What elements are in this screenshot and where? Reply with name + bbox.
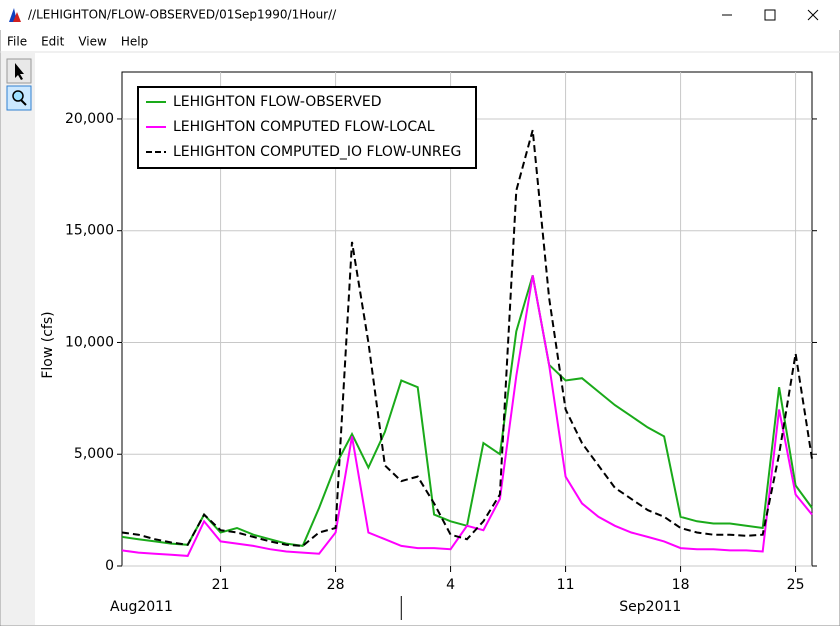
title-bar xyxy=(0,0,840,30)
legend-label: LEHIGHTON COMPUTED FLOW-LOCAL xyxy=(173,119,435,135)
menu-bar: File Edit View Help xyxy=(7,35,148,49)
menu-item[interactable]: View xyxy=(78,35,107,49)
legend: LEHIGHTON FLOW-OBSERVED LEHIGHTON COMPUTE… xyxy=(137,86,477,169)
x-tick-label: 11 xyxy=(557,577,575,593)
y-axis-label: Flow (cfs) xyxy=(40,311,56,378)
window-title: //LEHIGHTON/FLOW-OBSERVED/01Sep1990/1Hou… xyxy=(28,8,337,22)
x-tick-label: 4 xyxy=(446,577,455,593)
menu-item[interactable]: File xyxy=(7,35,27,49)
y-tick-label: 15,000 xyxy=(65,223,114,239)
month-label: Sep2011 xyxy=(619,599,681,615)
y-tick-label: 10,000 xyxy=(65,334,114,350)
series-line xyxy=(121,129,813,547)
y-tick-label: 5,000 xyxy=(74,446,114,462)
zoom-tool[interactable] xyxy=(6,85,32,111)
series-line xyxy=(121,275,813,557)
legend-label: LEHIGHTON FLOW-OBSERVED xyxy=(173,94,382,110)
x-tick-label: 18 xyxy=(672,577,690,593)
menu-item[interactable]: Edit xyxy=(41,35,65,49)
y-tick-label: 20,000 xyxy=(65,111,114,127)
menu-item[interactable]: Help xyxy=(121,35,148,49)
x-tick-label: 21 xyxy=(212,577,230,593)
y-tick-label: 0 xyxy=(105,558,114,574)
x-tick-label: 25 xyxy=(787,577,805,593)
toolbar xyxy=(1,53,35,625)
pointer-tool[interactable] xyxy=(6,58,32,84)
x-tick-label: 28 xyxy=(327,577,345,593)
maximize-button[interactable] xyxy=(764,9,776,21)
app-icon xyxy=(9,8,21,22)
month-label: Aug2011 xyxy=(110,599,173,615)
close-button[interactable] xyxy=(807,9,819,21)
legend-label: LEHIGHTON COMPUTED_IO FLOW-UNREG xyxy=(173,144,461,160)
legend-box xyxy=(137,86,477,169)
